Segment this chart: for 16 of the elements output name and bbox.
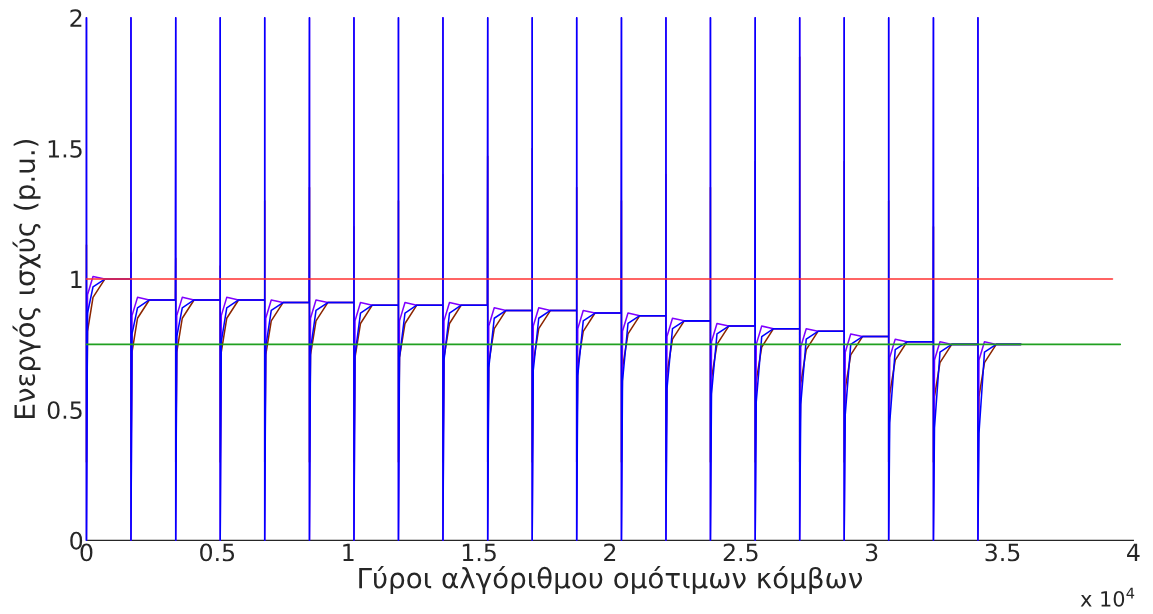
y-axis-title: Ενεργός ισχύς (p.u.) [12,139,41,418]
text: x 10$^{4}$ [1080,587,1135,607]
x-tick-label: 3.5 [985,543,1020,562]
y-tick-label: 0 [70,531,83,550]
x-tick-label: 3 [865,543,878,562]
x-tick-label: 4 [1127,543,1140,562]
y-tick-label: 2 [70,9,82,27]
x-tick-label: 1.5 [462,543,496,562]
x-tick-label: 2 [604,543,616,562]
y-tick-label: 1.5 [48,140,82,158]
x-tick-label: 2.5 [723,543,758,562]
x-tick-label: 0.5 [200,543,235,562]
x-tick-label: 1 [343,543,354,562]
y-tick-label: 1 [71,270,82,289]
x-axis-title: Γύροι αλγόριθμου ομότιμων κόμβων [359,565,863,594]
y-tick-label: 0.5 [47,401,82,419]
